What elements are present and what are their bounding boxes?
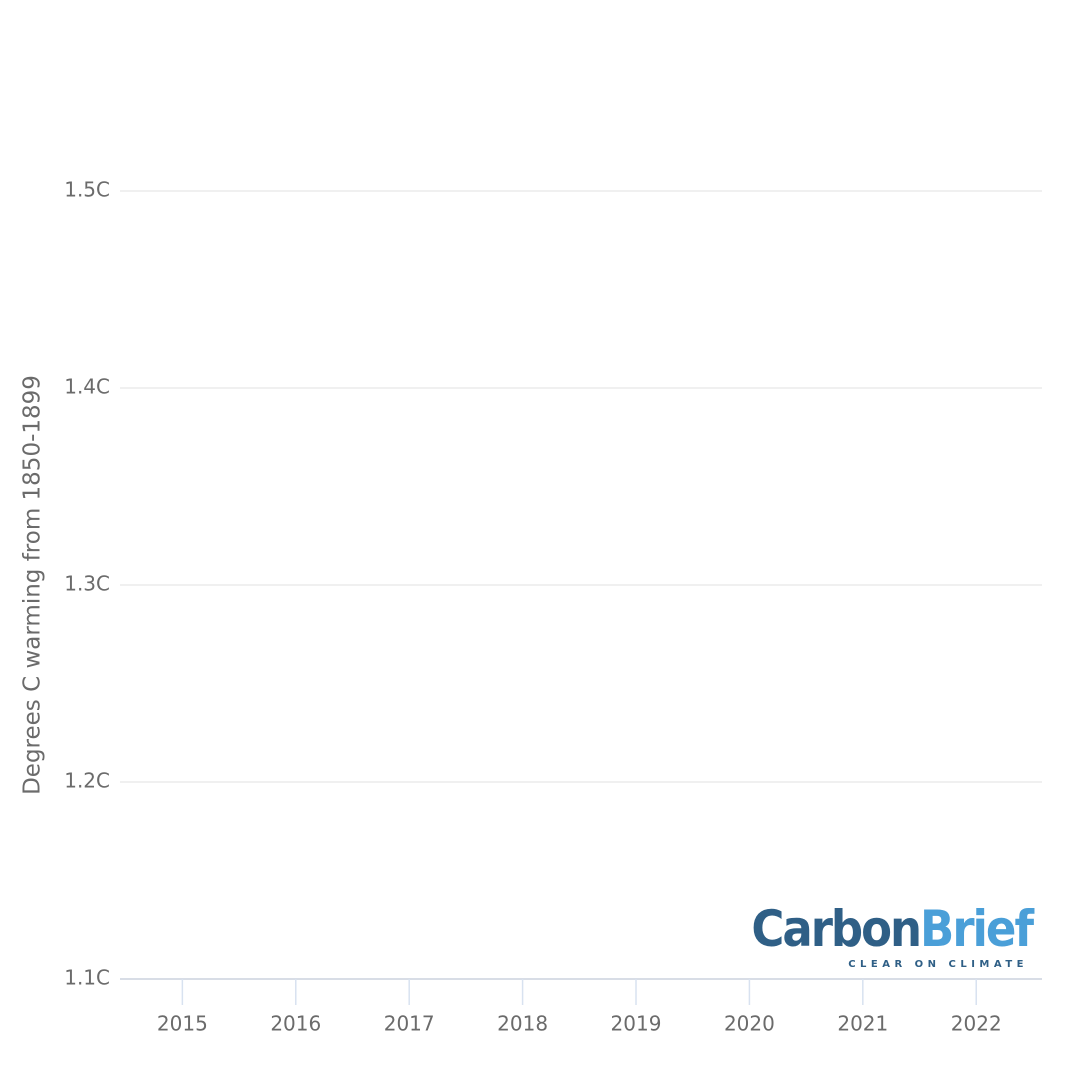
logo-secondary: Brief — [920, 900, 1034, 958]
x-tick-label: 2018 — [497, 1012, 548, 1036]
x-tick-label: 2021 — [837, 1012, 888, 1036]
y-tick-label: 1.4C — [64, 375, 110, 399]
y-tick-label: 1.2C — [64, 769, 110, 793]
x-tick-label: 2015 — [157, 1012, 208, 1036]
x-tick-label: 2019 — [611, 1012, 662, 1036]
y-tick-label: 1.1C — [64, 966, 110, 990]
logo-primary: Carbon — [751, 900, 920, 958]
x-tick-label: 2016 — [270, 1012, 321, 1036]
x-tick-label: 2022 — [951, 1012, 1002, 1036]
x-tick-label: 2017 — [384, 1012, 435, 1036]
logo-tagline: CLEAR ON CLIMATE — [848, 959, 1028, 970]
x-tick-label: 2020 — [724, 1012, 775, 1036]
y-axis-label: Degrees C warming from 1850-1899 — [20, 375, 46, 795]
logo: CarbonBrief — [751, 900, 1034, 958]
y-tick-label: 1.3C — [64, 572, 110, 596]
y-tick-label: 1.5C — [64, 178, 110, 202]
